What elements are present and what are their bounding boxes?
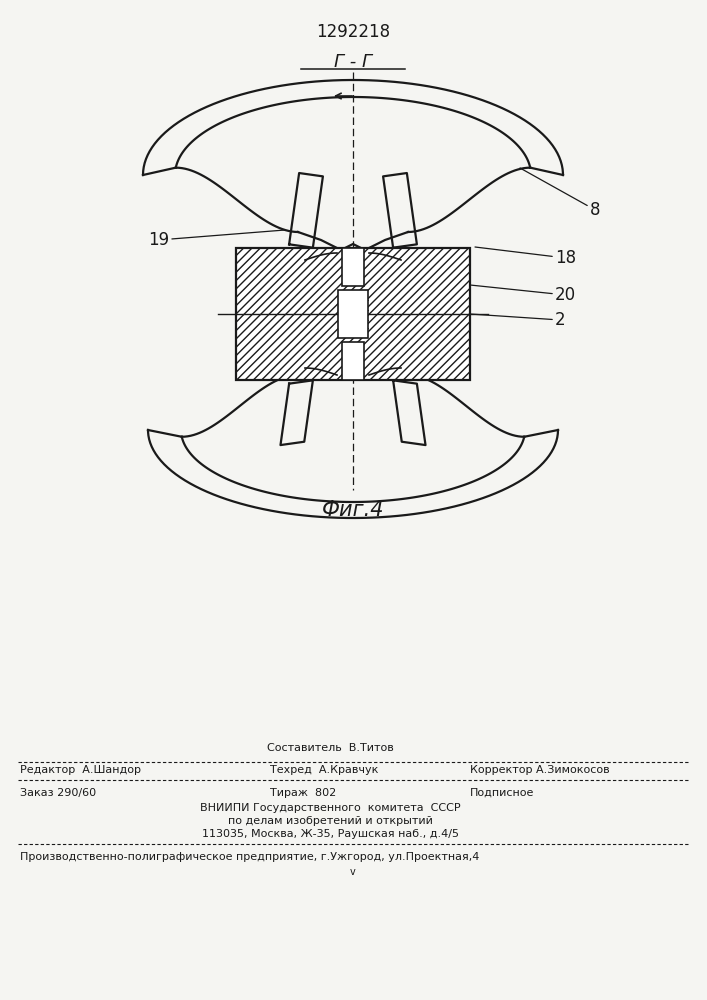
Text: Корректор А.Зимокосов: Корректор А.Зимокосов (470, 765, 609, 775)
Text: Фиг.4: Фиг.4 (322, 500, 384, 520)
Text: Производственно-полиграфическое предприятие, г.Ужгород, ул.Проектная,4: Производственно-полиграфическое предприя… (20, 852, 479, 862)
Text: 2: 2 (470, 311, 566, 329)
Bar (338, 290, 368, 338)
Text: 19: 19 (148, 230, 285, 249)
Text: Подписное: Подписное (470, 788, 534, 798)
Text: v: v (350, 867, 356, 877)
Text: Редактор  А.Шандор: Редактор А.Шандор (20, 765, 141, 775)
Bar (236, 248, 470, 380)
Text: Г - Г: Г - Г (334, 53, 372, 71)
Text: 20: 20 (470, 285, 576, 304)
Text: Тираж  802: Тираж 802 (270, 788, 337, 798)
Bar (342, 342, 364, 380)
Text: по делам изобретений и открытий: по делам изобретений и открытий (228, 816, 433, 826)
Text: Техред  А.Кравчук: Техред А.Кравчук (270, 765, 378, 775)
Bar (342, 248, 364, 286)
Text: ВНИИПИ Государственного  комитета  СССР: ВНИИПИ Государственного комитета СССР (199, 803, 460, 813)
Text: 18: 18 (475, 247, 576, 267)
Text: 8: 8 (520, 168, 600, 219)
Text: Составитель  В.Титов: Составитель В.Титов (267, 743, 393, 753)
Text: Заказ 290/60: Заказ 290/60 (20, 788, 96, 798)
Text: 113035, Москва, Ж-35, Раушская наб., д.4/5: 113035, Москва, Ж-35, Раушская наб., д.4… (201, 829, 459, 839)
Text: 1292218: 1292218 (316, 23, 390, 41)
